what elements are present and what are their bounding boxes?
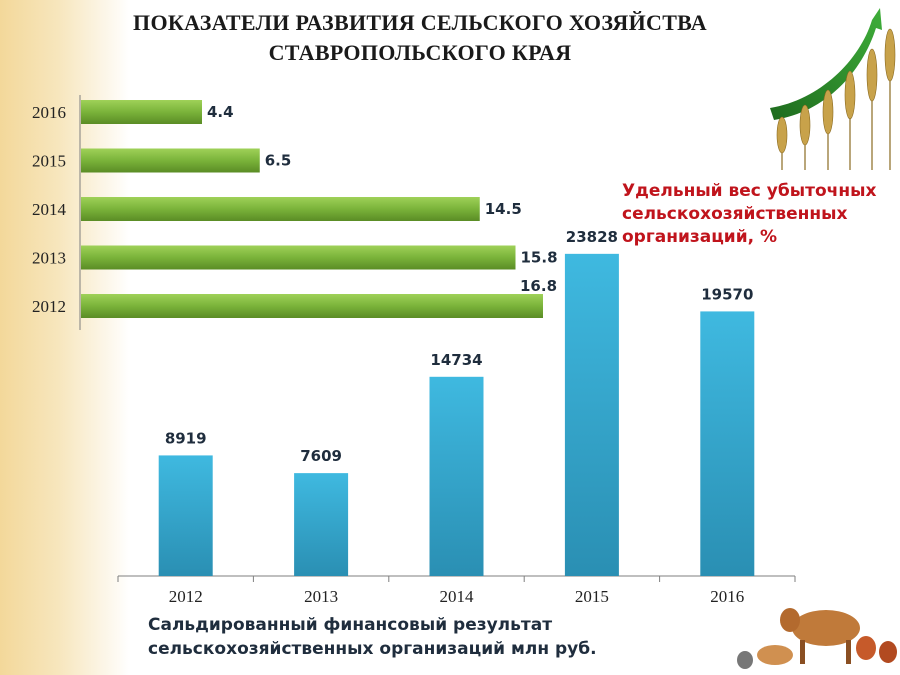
vchart-tick-2016: 2016 (710, 587, 744, 606)
hbar-2016 (81, 100, 202, 124)
hbar-label-2012: 16.8 (520, 277, 557, 295)
vchart-tick-2015: 2015 (575, 587, 609, 606)
vbar-2014 (429, 376, 484, 576)
hchart-tick-2013: 2013 (32, 249, 66, 268)
hbar-2015 (81, 148, 260, 173)
loss-share-chart: 2016 4.4 2015 6.5 2014 14.5 2013 15.8 2012 16.8 (32, 95, 558, 330)
vbar-label-2012: 8919 (165, 429, 207, 447)
hbar-label-2015: 6.5 (265, 152, 292, 170)
vchart-tick-2014: 2014 (440, 587, 475, 606)
page-title: ПОКАЗАТЕЛИ РАЗВИТИЯ СЕЛЬСКОГО ХОЗЯЙСТВА … (100, 8, 740, 68)
hchart-tick-2015: 2015 (32, 152, 66, 171)
title-line-1: ПОКАЗАТЕЛИ РАЗВИТИЯ СЕЛЬСКОГО ХОЗЯЙСТВА (133, 10, 707, 35)
vbar-2016 (700, 311, 755, 576)
hbar-2013 (81, 245, 516, 270)
hbar-label-2016: 4.4 (207, 103, 234, 121)
farm-animals-icon (737, 608, 897, 669)
vbar-label-2015: 23828 (566, 228, 618, 246)
vbar-label-2013: 7609 (300, 447, 342, 465)
hbar-label-2013: 15.8 (521, 249, 558, 267)
hchart-tick-2012: 2012 (32, 297, 66, 316)
loss-share-chart-title: Удельный вес убыточных сельскохозяйствен… (622, 181, 877, 247)
hbar-label-2014: 14.5 (485, 200, 522, 218)
vbar-label-2016: 19570 (701, 285, 753, 303)
vchart-tick-2012: 2012 (169, 587, 203, 606)
financial-result-chart: 8919 2012 7609 2013 14734 2014 23828 2015 19570 2… (117, 228, 796, 606)
vbar-2015 (564, 253, 619, 576)
vchart-tick-2013: 2013 (304, 587, 338, 606)
wheat-arrow-icon (770, 8, 896, 170)
hchart-tick-2016: 2016 (32, 103, 66, 122)
hbar-2012 (81, 294, 543, 318)
vbar-label-2014: 14734 (430, 351, 482, 369)
hchart-tick-2014: 2014 (32, 200, 67, 219)
hbar-2014 (81, 197, 480, 221)
vbar-2013 (294, 473, 349, 576)
financial-result-chart-title: Сальдированный финансовый результат сель… (148, 615, 597, 659)
vbar-2012 (158, 455, 213, 576)
title-line-2: СТАВРОПОЛЬСКОГО КРАЯ (268, 40, 572, 65)
